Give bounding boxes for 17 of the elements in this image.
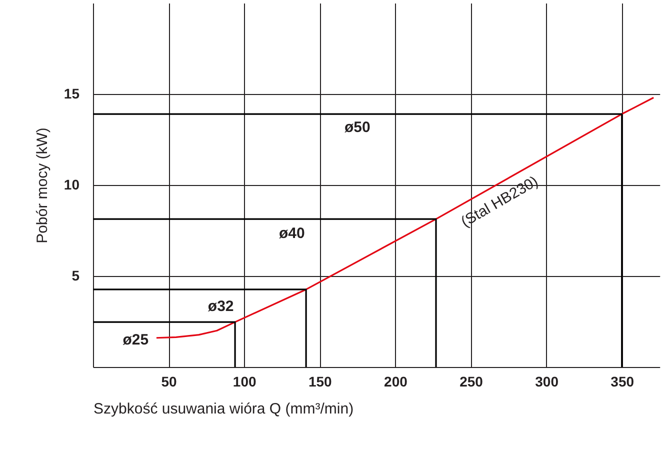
y-axis-title: Pobór mocy (kW) xyxy=(34,128,51,244)
series-label: ø40 xyxy=(279,225,305,242)
x-tick-label: 150 xyxy=(308,374,332,390)
y-tick-label: 15 xyxy=(64,86,80,102)
y-tick-label: 10 xyxy=(64,176,80,192)
x-tick-label: 100 xyxy=(232,374,256,390)
line-series xyxy=(156,96,654,339)
x-tick-label: 300 xyxy=(535,374,559,390)
x-axis-title: Szybkość usuwania wióra Q (mm³/min) xyxy=(94,400,354,418)
series-label: ø50 xyxy=(344,118,370,136)
series-label: ø32 xyxy=(208,298,234,316)
x-tick-label: 250 xyxy=(460,374,484,390)
x-tick-label: 350 xyxy=(610,374,634,390)
series-label: ø25 xyxy=(122,332,149,349)
y-tick-label: 5 xyxy=(72,268,80,284)
x-tick-label: 50 xyxy=(161,374,178,390)
x-tick-label: 200 xyxy=(384,374,408,390)
